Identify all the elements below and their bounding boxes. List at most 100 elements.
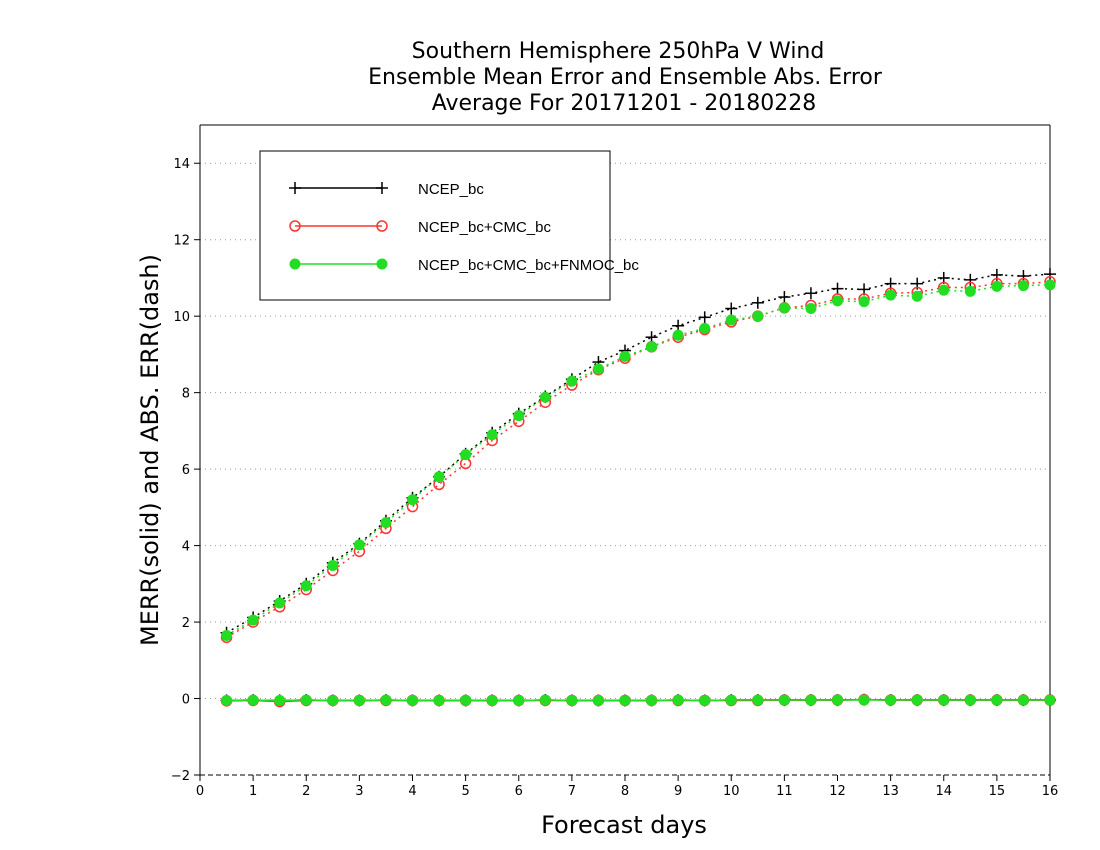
series-2-mean-point-23 (832, 694, 843, 706)
series-2 (221, 279, 1056, 706)
series-2-mean-point-5 (353, 694, 365, 706)
series-2-abs-point-19 (725, 314, 737, 326)
series-2-abs-point-3 (300, 580, 312, 592)
series-2-abs-point-18 (699, 322, 711, 334)
series-2-abs-point-2 (274, 597, 286, 609)
x-tick-label-15: 15 (989, 784, 1006, 799)
x-tick-label-5: 5 (461, 784, 469, 799)
series-2-abs-point-14 (592, 363, 604, 375)
series-2-mean-point-18 (699, 694, 711, 706)
series-2-mean-point-3 (300, 694, 312, 706)
series-0-abs-point-23 (831, 282, 844, 295)
series-0 (220, 268, 1056, 707)
title-line-2: Ensemble Mean Error and Ensemble Abs. Er… (368, 65, 883, 90)
x-tick-label-1: 1 (249, 784, 257, 799)
series-2-mean-point-24 (858, 694, 870, 706)
chart-title: Southern Hemisphere 250hPa V Wind Ensemb… (368, 39, 883, 116)
series-2-mean-point-14 (592, 694, 604, 706)
legend-item-1: NCEP_bc+CMC_bc (289, 219, 551, 236)
y-tick-label-2: 2 (182, 616, 190, 631)
series-2-abs-point-17 (672, 329, 684, 341)
y-tick-label-6: 10 (173, 310, 190, 325)
series-2-mean-point-31 (1044, 694, 1056, 706)
title-line-1: Southern Hemisphere 250hPa V Wind (412, 39, 825, 64)
series-2-abs-point-30 (1017, 280, 1029, 292)
series-0-abs-point-28 (964, 273, 977, 286)
series-2-mean-point-17 (672, 694, 684, 706)
series-2-abs-point-5 (353, 539, 365, 551)
y-tick-label-0: −2 (171, 769, 190, 784)
series-2-abs-point-25 (885, 289, 897, 301)
y-tick-label-4: 6 (182, 463, 190, 478)
y-tick-label-7: 12 (173, 234, 190, 249)
x-tick-label-10: 10 (723, 784, 740, 799)
x-tick-label-11: 11 (776, 784, 793, 799)
series-2-abs-point-9 (460, 449, 472, 461)
legend-label-1: NCEP_bc+CMC_bc (418, 219, 551, 236)
series-2-mean-point-28 (964, 694, 976, 706)
x-tick-label-0: 0 (196, 784, 204, 799)
series-2-mean-point-25 (885, 694, 897, 706)
legend-marker-start-1 (289, 220, 301, 232)
series-0-abs-point-31 (1044, 268, 1056, 281)
series-2-abs-point-7 (407, 494, 418, 506)
series-2-abs-point-31 (1044, 279, 1056, 291)
series-2-mean-point-26 (911, 694, 923, 706)
legend-marker-end-2 (376, 258, 388, 270)
series-0-abs-point-20 (751, 296, 764, 309)
series-2-mean-point-1 (247, 694, 259, 706)
series-1 (220, 276, 1056, 708)
legend: NCEP_bc NCEP_bc+CMC_bc NCEP_bc+CMC_bc+FNMO… (259, 150, 639, 301)
series-2-abs-point-11 (513, 410, 525, 422)
x-tick-label-12: 12 (829, 784, 846, 799)
legend-label-2: NCEP_bc+CMC_bc+FNMOC_bc (418, 257, 639, 274)
series-0-abs-point-21 (778, 291, 791, 304)
legend-marker-start-2 (289, 258, 301, 270)
series-0-abs-point-22 (804, 287, 817, 300)
x-tick-label-4: 4 (408, 784, 416, 799)
y-tick-label-3: 4 (182, 540, 190, 555)
series-2-abs-point-23 (832, 295, 843, 307)
series-2-mean-point-10 (486, 694, 498, 706)
series-2-abs-error-line (226, 284, 1051, 637)
series-2-mean-point-22 (805, 694, 817, 706)
series-0-abs-point-17 (672, 319, 685, 332)
legend-marker-end-1 (376, 220, 388, 232)
series-2-abs-point-10 (486, 429, 498, 441)
series-0-abs-point-19 (725, 302, 738, 315)
x-tick-label-14: 14 (935, 784, 952, 799)
series (220, 268, 1056, 708)
series-2-abs-point-8 (433, 471, 445, 483)
series-2-mean-point-2 (274, 694, 286, 706)
series-2-mean-point-11 (513, 694, 525, 706)
series-2-mean-point-12 (539, 694, 551, 706)
series-2-abs-point-21 (778, 302, 790, 314)
series-2-abs-point-13 (566, 375, 578, 387)
y-axis-title: MERR(solid) and ABS. ERR(dash) (136, 254, 164, 646)
series-2-abs-point-6 (380, 517, 392, 529)
series-2-mean-point-13 (566, 694, 578, 706)
series-2-mean-point-29 (991, 694, 1003, 706)
x-tick-label-7: 7 (568, 784, 576, 799)
y-tick-label-1: 0 (182, 693, 190, 708)
x-tick-label-9: 9 (674, 784, 682, 799)
legend-marker-start-0 (289, 182, 301, 194)
series-2-abs-point-12 (539, 391, 551, 403)
x-tick-label-6: 6 (515, 784, 523, 799)
x-tick-label-8: 8 (621, 784, 629, 799)
series-2-abs-point-16 (646, 341, 658, 353)
title-line-3: Average For 20171201 - 20180228 (432, 91, 817, 116)
x-tick-label-16: 16 (1042, 784, 1059, 799)
series-2-abs-point-4 (327, 559, 339, 571)
x-tick-label-13: 13 (882, 784, 899, 799)
series-2-mean-point-6 (380, 694, 392, 706)
legend-item-0: NCEP_bc (289, 181, 484, 198)
series-0-abs-error-line (226, 273, 1051, 634)
series-2-abs-point-29 (991, 280, 1003, 292)
series-0-abs-point-18 (698, 311, 711, 324)
series-2-mean-point-21 (778, 694, 790, 706)
series-2-mean-point-0 (221, 694, 233, 706)
series-2-abs-point-28 (964, 285, 976, 297)
